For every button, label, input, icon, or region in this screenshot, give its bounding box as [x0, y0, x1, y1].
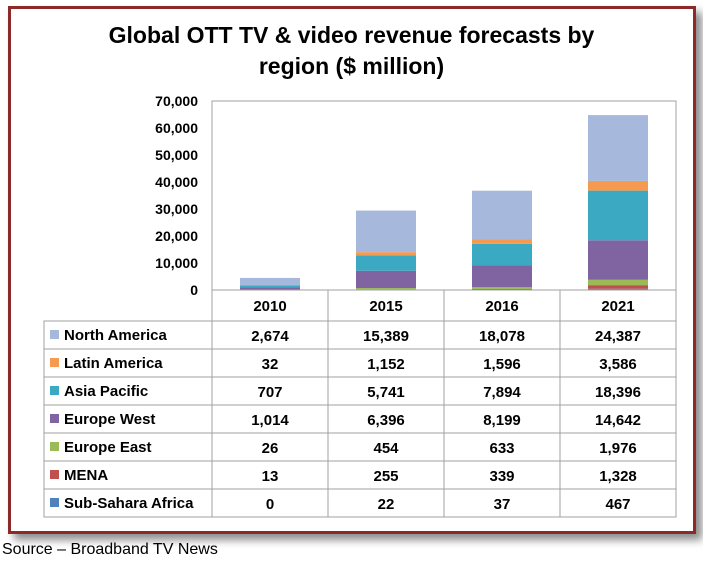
- data-value: 1,328: [599, 468, 637, 485]
- category-label: 2021: [601, 298, 634, 315]
- data-value: 5,741: [367, 384, 405, 401]
- data-value: 707: [257, 384, 282, 401]
- chart-title: Global OTT TV & video revenue forecasts …: [0, 20, 703, 82]
- bar-segment: [472, 265, 532, 288]
- y-tick-label: 10,000: [155, 255, 198, 271]
- bar-segment: [588, 285, 648, 289]
- data-value: 633: [489, 440, 514, 457]
- bar-segment: [588, 115, 648, 181]
- bar-segment: [472, 243, 532, 266]
- chart-frame: [8, 6, 696, 534]
- y-tick-label: 40,000: [155, 174, 198, 190]
- data-value: 2,674: [251, 328, 289, 345]
- legend-swatch: [50, 470, 59, 479]
- bar-segment: [588, 180, 648, 191]
- bar-segment: [356, 270, 416, 289]
- category-label: 2010: [253, 298, 286, 315]
- bar-segment: [240, 277, 300, 286]
- bar-segment: [588, 190, 648, 241]
- data-value: 37: [494, 496, 511, 513]
- data-value: 1,596: [483, 356, 521, 373]
- data-value: 7,894: [483, 384, 521, 401]
- data-value: 467: [605, 496, 630, 513]
- legend-label: MENA: [64, 467, 108, 484]
- legend-label: Latin America: [64, 355, 163, 372]
- data-value: 14,642: [595, 412, 641, 429]
- bar-segment: [356, 210, 416, 253]
- legend-label: Europe West: [64, 411, 155, 428]
- data-value: 13: [262, 468, 279, 485]
- y-tick-label: 60,000: [155, 120, 198, 136]
- legend-label: Asia Pacific: [64, 383, 148, 400]
- y-tick-label: 70,000: [155, 93, 198, 109]
- chart-title-line-1: Global OTT TV & video revenue forecasts …: [108, 22, 595, 48]
- bar-segment: [356, 255, 416, 271]
- source-note: Source – Broadband TV News: [2, 541, 218, 558]
- bar-segment: [472, 239, 532, 244]
- legend-swatch: [50, 358, 59, 367]
- legend-swatch: [50, 386, 59, 395]
- stacked-bar-chart: 70,000 60,000 50,000 40,000 30,000 20,000 10,0…: [43, 93, 677, 518]
- bar-segment: [472, 287, 532, 289]
- data-value: 15,389: [363, 328, 409, 345]
- y-tick-label: 20,000: [155, 228, 198, 244]
- data-value: 32: [262, 356, 279, 373]
- bar-segment: [240, 285, 300, 288]
- legend-swatch: [50, 498, 59, 507]
- data-value: 3,586: [599, 356, 637, 373]
- data-value: 6,396: [367, 412, 405, 429]
- data-value: 1,152: [367, 356, 405, 373]
- data-value: 454: [373, 440, 399, 457]
- data-value: 22: [378, 496, 395, 513]
- bar-segment: [588, 279, 648, 286]
- bar-segment: [588, 240, 648, 280]
- table-cell: [559, 488, 677, 518]
- y-tick-label: 0: [190, 282, 198, 298]
- legend-swatch: [50, 414, 59, 423]
- data-value: 18,078: [479, 328, 525, 345]
- data-value: 339: [489, 468, 514, 485]
- legend-label: Europe East: [64, 439, 152, 456]
- bar-segment: [472, 190, 532, 240]
- category-label: 2015: [369, 298, 402, 315]
- legend-swatch: [50, 442, 59, 451]
- bar-segment: [472, 288, 532, 290]
- legend-swatch: [50, 330, 59, 339]
- legend-label: Sub-Sahara Africa: [64, 495, 194, 512]
- data-value: 1,976: [599, 440, 637, 457]
- bar-segment: [588, 288, 648, 290]
- legend-label: North America: [64, 327, 167, 344]
- data-value: 24,387: [595, 328, 641, 345]
- bar-segment: [356, 252, 416, 256]
- data-value: 0: [266, 496, 274, 513]
- bar-segment: [240, 287, 300, 290]
- data-value: 26: [262, 440, 279, 457]
- y-tick-label: 50,000: [155, 147, 198, 163]
- data-value: 8,199: [483, 412, 521, 429]
- data-value: 255: [373, 468, 398, 485]
- bar-segment: [356, 288, 416, 290]
- y-tick-label: 30,000: [155, 201, 198, 217]
- data-value: 1,014: [251, 412, 289, 429]
- bar-segment: [240, 285, 300, 286]
- chart-title-line-2: region ($ million): [258, 53, 445, 79]
- category-label: 2016: [485, 298, 518, 315]
- data-value: 18,396: [595, 384, 641, 401]
